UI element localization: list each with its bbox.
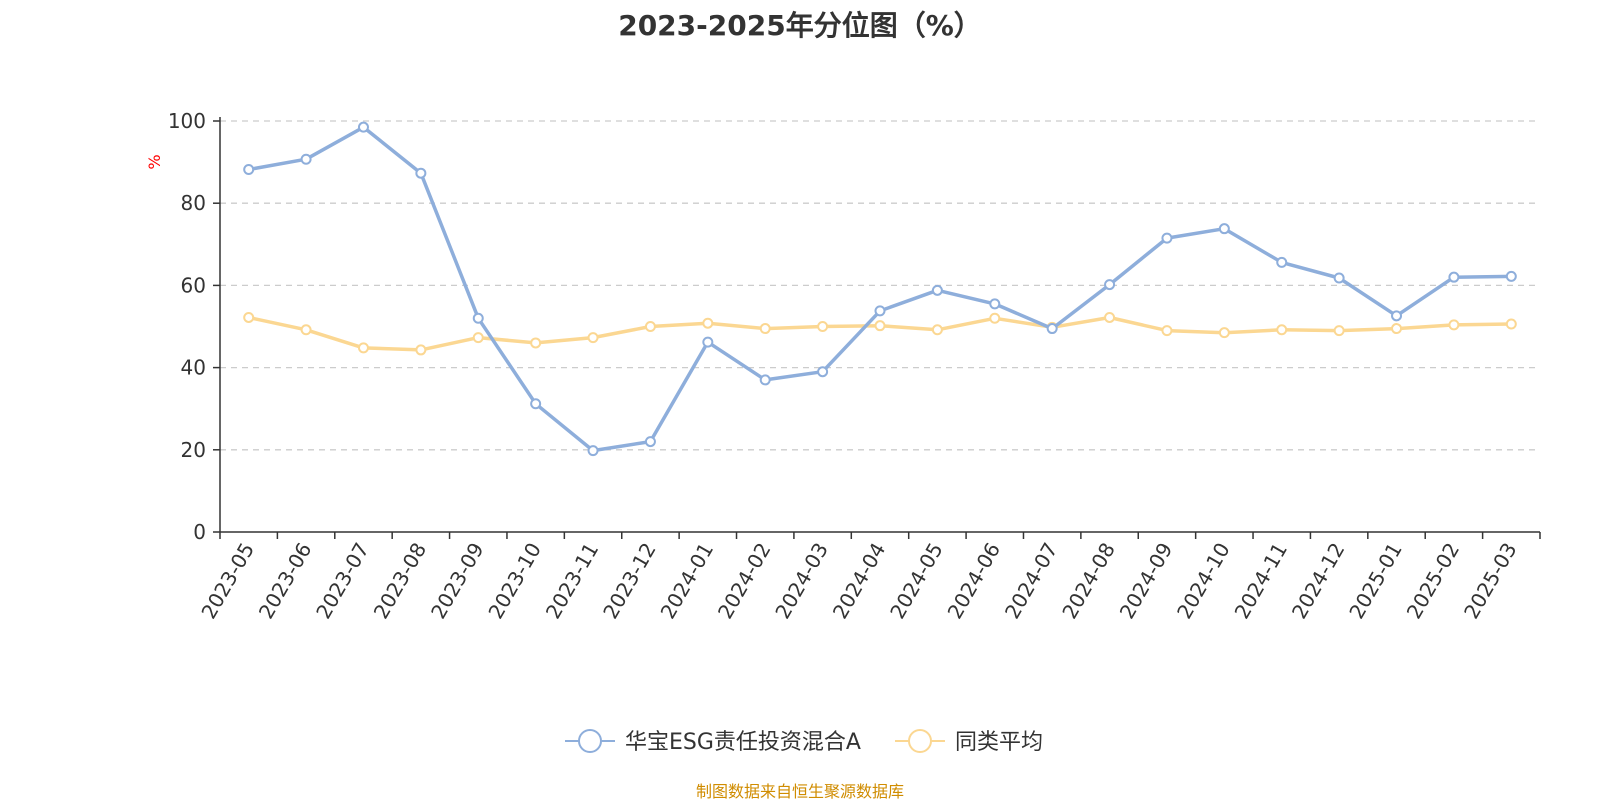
- data-point: [472, 332, 484, 344]
- x-tick-label: 2023-06: [254, 539, 317, 623]
- x-tick-label: 2023-05: [196, 539, 259, 623]
- x-tick-label: 2024-07: [1000, 539, 1063, 623]
- data-point: [1505, 270, 1517, 282]
- data-point: [1333, 325, 1345, 337]
- data-point: [530, 398, 542, 410]
- series-line: [248, 125, 1512, 453]
- source-note: 制图数据来自恒生聚源数据库: [695, 782, 904, 801]
- data-point: [1218, 327, 1230, 339]
- x-tick-label: 2023-12: [598, 539, 661, 623]
- data-point: [817, 366, 829, 378]
- legend-marker: [908, 729, 932, 753]
- x-tick-label: 2024-12: [1287, 539, 1350, 623]
- y-tick-label: 100: [168, 109, 206, 133]
- data-point: [587, 445, 599, 457]
- data-point: [1276, 324, 1288, 336]
- x-tick-label: 2024-04: [828, 539, 891, 623]
- data-point: [1104, 311, 1116, 323]
- data-point: [644, 321, 656, 332]
- data-point: [874, 320, 886, 332]
- data-point: [759, 374, 771, 386]
- x-tick-label: 2023-09: [426, 539, 489, 623]
- data-point: [874, 305, 886, 317]
- data-point: [931, 284, 943, 296]
- grid-lines: [220, 120, 1540, 451]
- legend-label: 同类平均: [955, 730, 1043, 755]
- data-point: [1104, 279, 1116, 291]
- legend-label: 华宝ESG责任投资混合A: [625, 730, 861, 755]
- x-tick-label: 2023-08: [369, 539, 432, 623]
- data-point: [357, 342, 369, 354]
- data-point: [702, 336, 714, 348]
- y-tick-label: 80: [181, 191, 206, 215]
- data-point: [1046, 323, 1058, 335]
- data-point: [587, 332, 599, 344]
- x-tick-label: 2025-02: [1402, 539, 1465, 623]
- data-point: [1391, 310, 1403, 322]
- data-point: [1161, 232, 1173, 244]
- data-point: [1448, 319, 1460, 331]
- legend[interactable]: 华宝ESG责任投资混合A 同类平均: [565, 729, 1043, 755]
- y-tick-label: 60: [181, 273, 206, 297]
- x-tick-label: 2024-10: [1172, 539, 1235, 623]
- x-tick-label: 2024-05: [885, 539, 948, 623]
- data-point: [644, 436, 656, 448]
- x-tick-label: 2025-01: [1344, 539, 1407, 623]
- data-point: [243, 311, 255, 323]
- data-point: [1333, 272, 1345, 284]
- y-tick-label: 0: [193, 520, 206, 544]
- data-point: [415, 344, 427, 356]
- x-tick-label: 2024-03: [770, 539, 833, 623]
- data-point: [530, 337, 542, 349]
- data-point: [472, 312, 484, 324]
- data-point: [817, 321, 829, 332]
- data-point: [1448, 271, 1460, 283]
- data-point: [300, 324, 312, 336]
- data-point: [759, 323, 771, 335]
- data-point: [931, 324, 943, 336]
- data-point: [1276, 256, 1288, 268]
- x-tick-label: 2024-11: [1229, 539, 1292, 623]
- chart-title: 2023-2025年分位图（%）: [618, 9, 982, 42]
- y-axis-unit: %: [145, 154, 164, 169]
- series-lines: [243, 121, 1517, 457]
- x-tick-label: 2025-03: [1459, 539, 1522, 623]
- legend-marker: [578, 729, 602, 753]
- x-tick-label: 2023-11: [541, 539, 604, 623]
- x-tick-label: 2023-07: [311, 539, 374, 623]
- x-tick-label: 2024-08: [1057, 539, 1120, 623]
- x-tick-label: 2023-10: [483, 539, 546, 623]
- y-tick-label: 40: [181, 356, 206, 380]
- data-point: [1218, 223, 1230, 235]
- data-point: [357, 121, 369, 133]
- data-point: [415, 167, 427, 179]
- x-tick-label: 2024-01: [656, 539, 719, 623]
- data-point: [1161, 325, 1173, 337]
- x-tick-label: 2024-02: [713, 539, 776, 623]
- data-point: [300, 153, 312, 165]
- data-point: [989, 298, 1001, 310]
- data-point: [1391, 323, 1403, 335]
- data-point: [702, 317, 714, 329]
- x-tick-label: 2024-06: [943, 539, 1006, 623]
- axes: 0 20 40 60 80 100 2023-052023-062023-072023-08…: [168, 109, 1541, 623]
- data-point: [243, 163, 255, 175]
- data-point: [1505, 318, 1517, 330]
- x-tick-label: 2024-09: [1115, 539, 1178, 623]
- data-point: [989, 312, 1001, 324]
- y-tick-label: 20: [181, 438, 206, 462]
